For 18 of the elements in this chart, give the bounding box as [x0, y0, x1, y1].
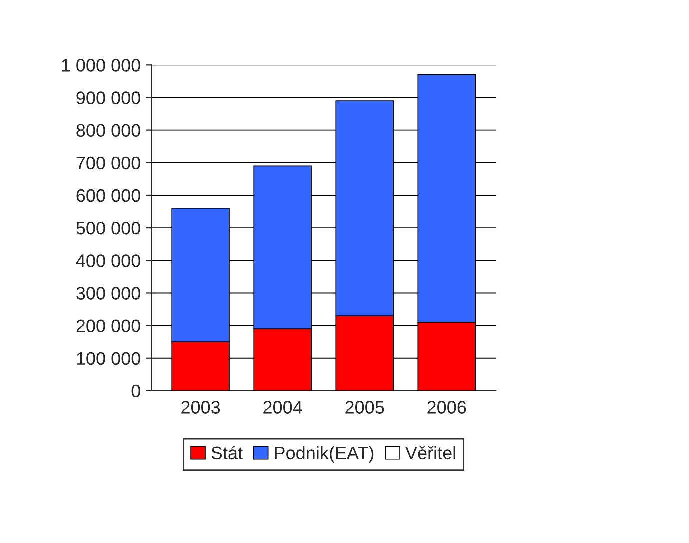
y-tick-label: 0	[132, 384, 140, 398]
y-tick-label: 700 000	[76, 156, 140, 170]
x-tick-label: 2006	[428, 401, 466, 414]
y-tick-label: 1 000 000	[62, 59, 140, 72]
y-tick-label: 800 000	[76, 124, 140, 138]
y-tick-label: 100 000	[77, 352, 140, 366]
y-tick-label: 600 000	[76, 189, 140, 202]
y-tick-label: 200 000	[76, 320, 140, 333]
x-tick-label: 2003	[182, 401, 220, 414]
legend-label: Stát	[212, 446, 243, 460]
legend-label: Podnik(EAT)	[275, 446, 374, 464]
y-tick-label: 900 000	[76, 92, 140, 104]
y-tick-label: 400 000	[76, 254, 140, 268]
y-tick-label: 300 000	[76, 287, 140, 300]
legend-label: Věřitel	[406, 446, 456, 460]
x-tick-label: 2005	[346, 401, 384, 414]
y-tick-label: 500 000	[76, 222, 140, 235]
x-tick-label: 2004	[264, 401, 302, 414]
